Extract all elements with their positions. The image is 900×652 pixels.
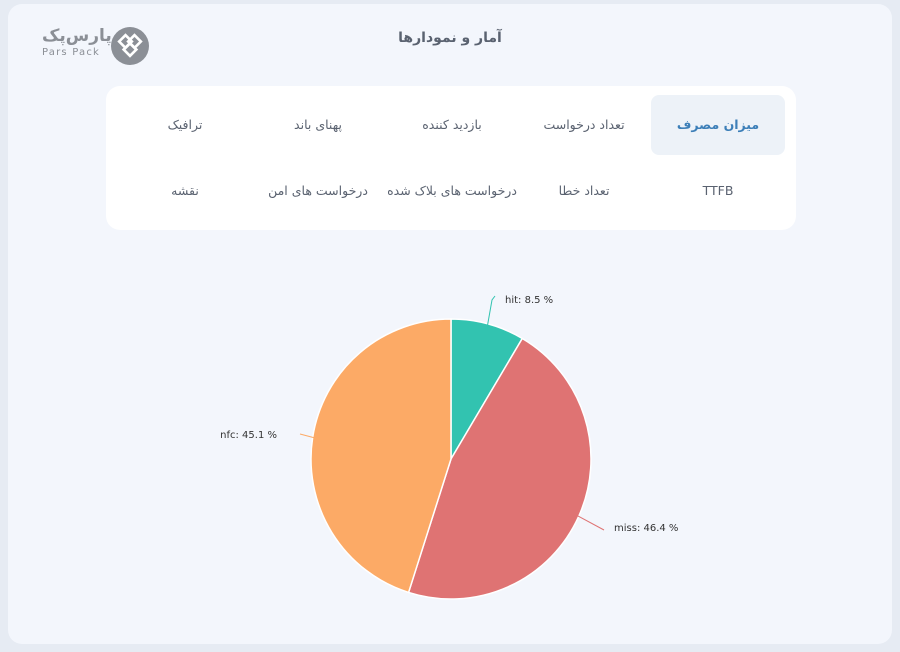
tab-usage[interactable]: میزان مصرف [651,95,785,155]
tab-requests-count[interactable]: تعداد درخواست [543,117,625,132]
logo-text: پارس‌پک Pars Pack [42,26,112,60]
tab-traffic[interactable]: ترافیک [167,117,203,132]
pars-pack-logo-icon [111,27,149,65]
tab-blocked-requests[interactable]: درخواست های بلاک شده [387,183,517,198]
pars-pack-logo[interactable]: پارس‌پک Pars Pack [42,26,154,70]
tab-ttfb[interactable]: TTFB [702,183,734,198]
chart-tabs: میزان مصرف تعداد درخواست بازدید کننده په… [106,86,796,230]
tab-visitors[interactable]: بازدید کننده [422,117,482,132]
tab-error-count[interactable]: تعداد خطا [558,183,610,198]
tab-secure-requests[interactable]: درخواست های امن [268,183,368,198]
page-title: آمار و نمودارها [398,30,502,46]
tab-map[interactable]: نقشه [171,183,199,198]
tab-bandwidth[interactable]: پهنای باند [294,117,342,132]
logo-name-en: Pars Pack [42,47,101,58]
logo-name-fa: پارس‌پک [42,26,112,46]
